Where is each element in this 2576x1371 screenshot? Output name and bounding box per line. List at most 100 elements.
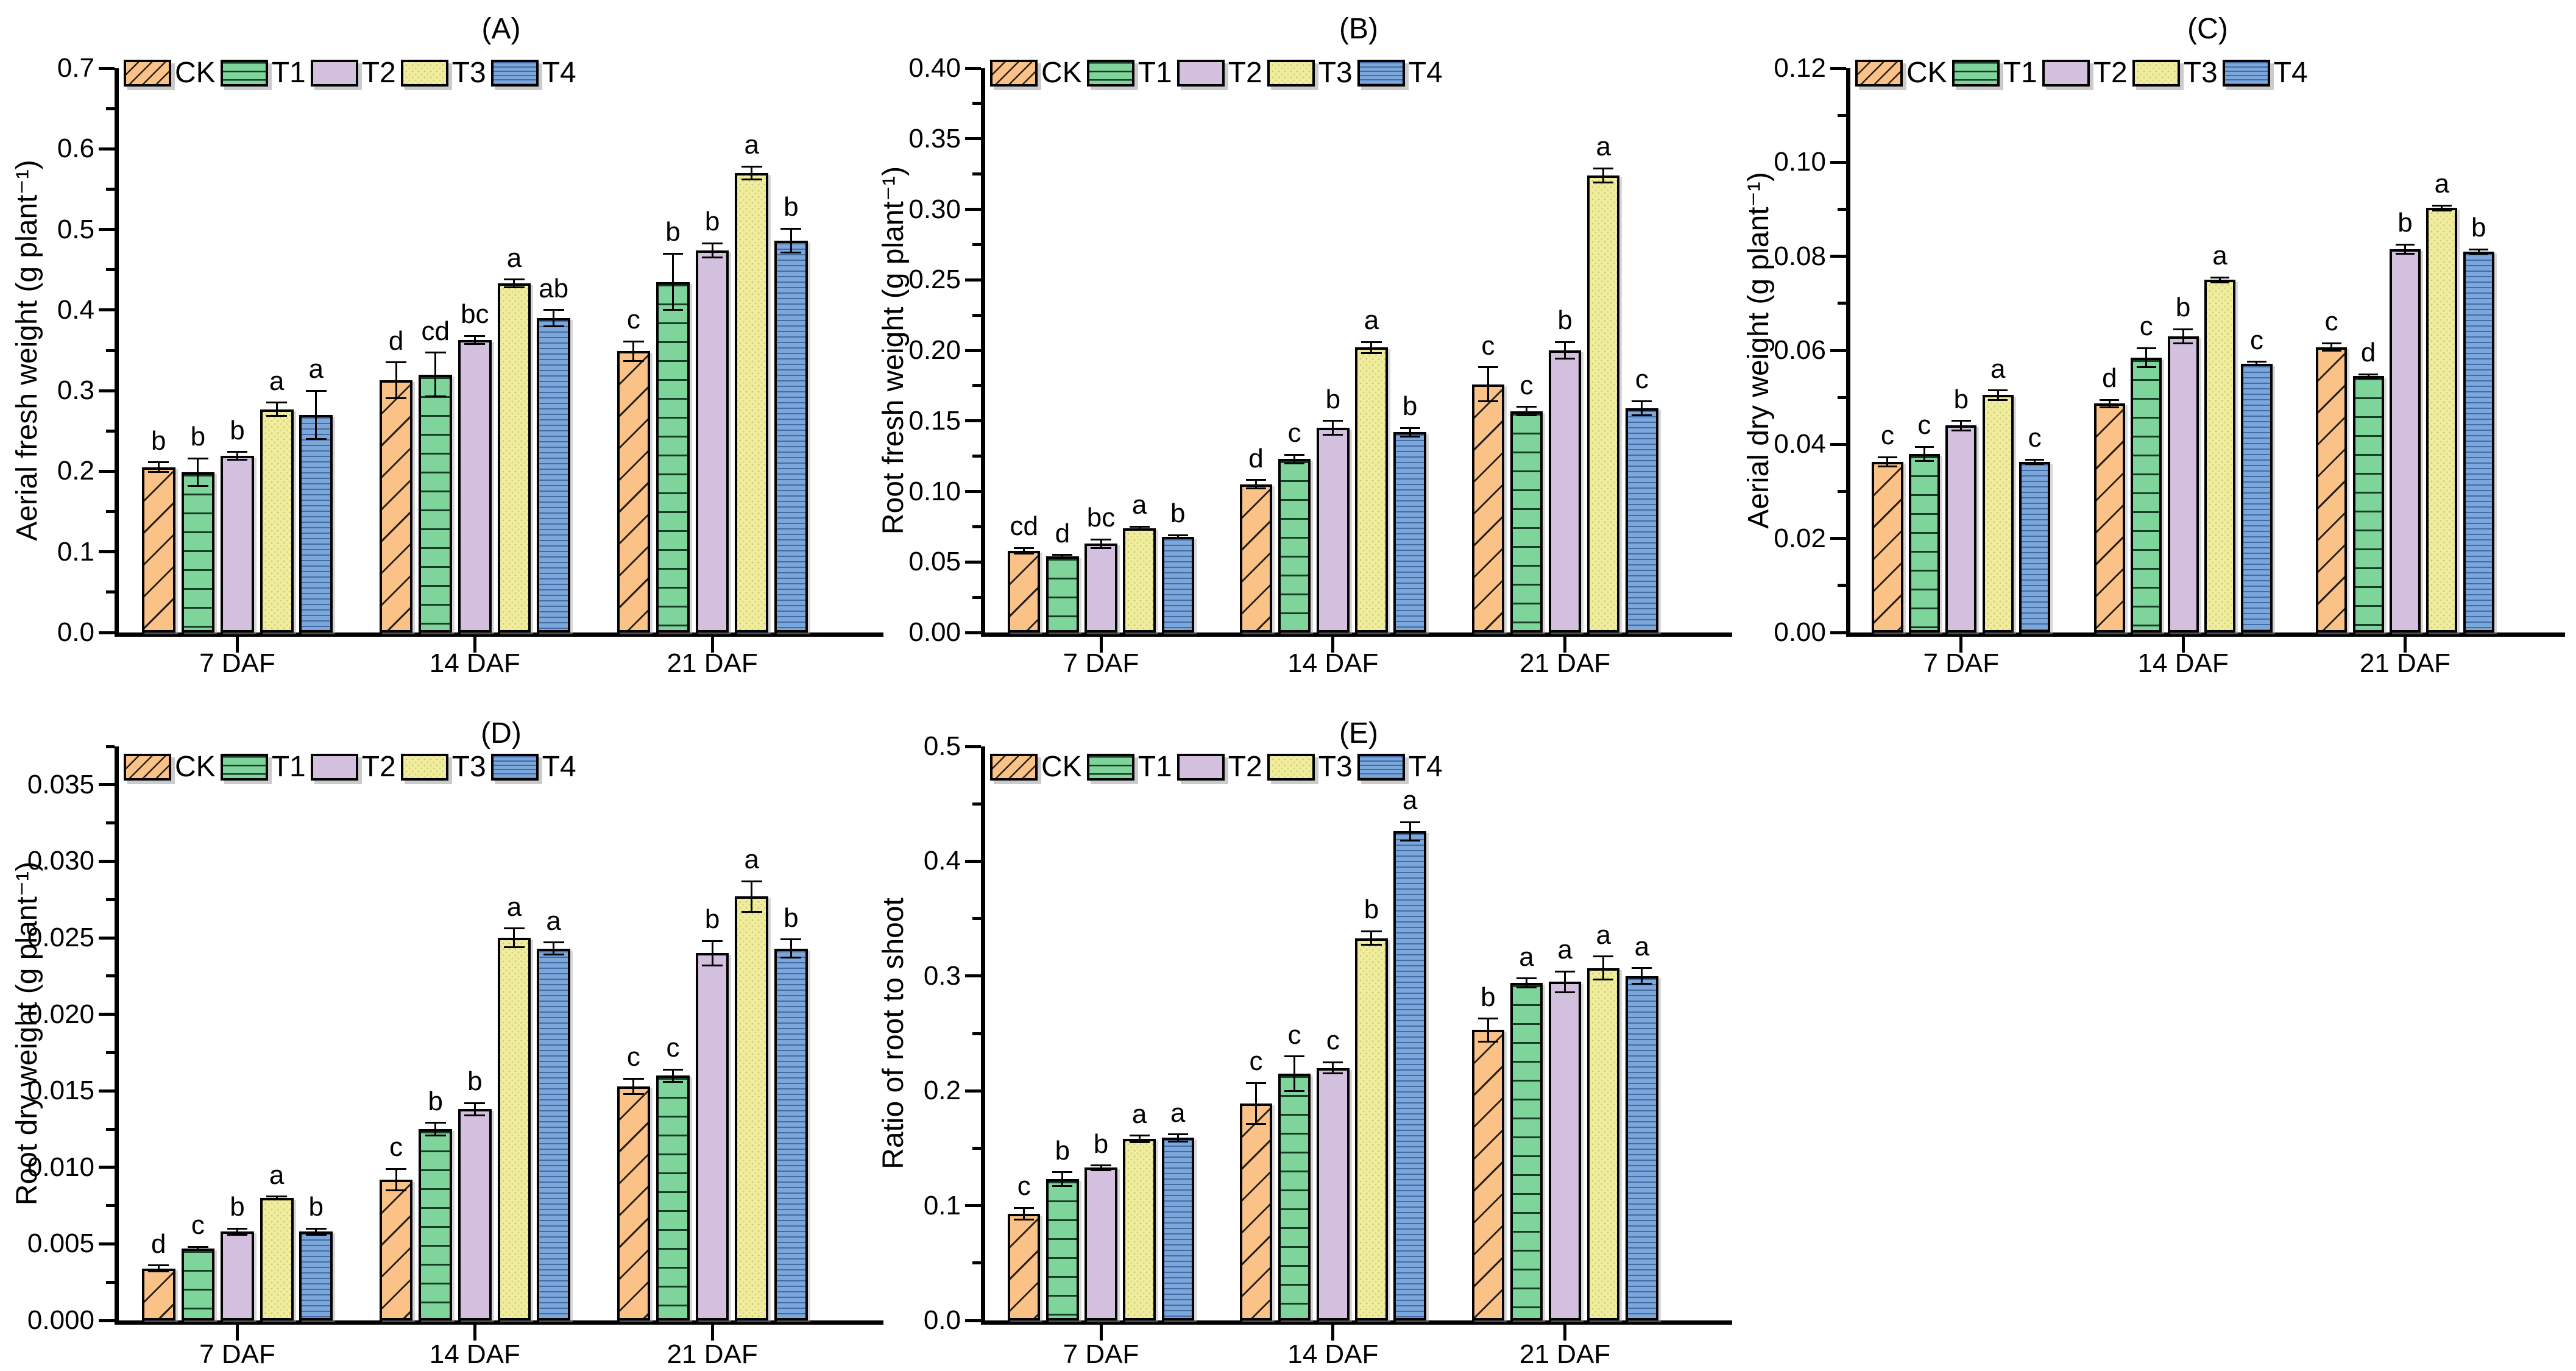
bar-T3-14DAF — [497, 283, 531, 632]
error-bar-line — [2108, 400, 2111, 408]
error-bar-line — [1293, 1056, 1296, 1091]
error-bar-line — [1177, 535, 1179, 538]
error-bar-cap-top — [1091, 538, 1111, 540]
y-minor-tick — [972, 1146, 981, 1150]
x-tick — [473, 637, 476, 653]
legend-item: T1 — [1951, 58, 2037, 88]
error-bar-line — [513, 279, 515, 288]
error-bar-cap-bottom — [2469, 253, 2489, 255]
y-minor-tick — [106, 1127, 115, 1131]
sig-letter: b — [2471, 213, 2486, 243]
error-bar-line — [2182, 329, 2184, 344]
bar-T2-7DAF — [1085, 544, 1117, 632]
bar-T3-14DAF — [2204, 280, 2236, 632]
bar-T3-21DAF — [2426, 208, 2458, 632]
error-bar-cap-bottom — [1323, 1072, 1343, 1075]
bar-T4-7DAF — [1161, 1138, 1195, 1320]
error-bar-line — [395, 362, 397, 399]
sig-letter: a — [1596, 919, 1611, 950]
bar-T2-21DAF — [2389, 249, 2421, 632]
sig-letter: b — [1055, 1135, 1070, 1166]
x-axis-line — [981, 632, 1732, 637]
sig-letter: c — [1481, 330, 1495, 361]
sig-letter: c — [389, 1132, 403, 1163]
legend-label: T3 — [451, 751, 486, 783]
y-major-tick — [99, 469, 115, 473]
sig-letter: a — [1402, 785, 1418, 816]
y-minor-tick — [106, 107, 115, 110]
error-bar-cap-bottom — [543, 954, 564, 956]
error-bar-cap-bottom — [503, 286, 525, 289]
bar-T3-21DAF — [1587, 968, 1620, 1320]
y-major-tick — [965, 490, 981, 493]
error-bar-cap-bottom — [780, 957, 802, 959]
y-minor-tick — [106, 1204, 115, 1208]
x-category-label: 7 DAF — [199, 648, 275, 678]
error-bar-line — [197, 458, 199, 486]
error-bar-line — [513, 928, 515, 948]
y-tick-label: 0.3 — [57, 375, 94, 406]
bar-T2-14DAF — [458, 339, 492, 632]
bar-T4-21DAF — [1626, 976, 1658, 1320]
x-tick — [1099, 637, 1103, 653]
y-axis-line — [981, 68, 985, 637]
legend-item: CK — [124, 753, 216, 782]
legend: CK T1 T2 T3 T4 — [990, 58, 1443, 88]
sig-letter: a — [269, 366, 285, 396]
error-bar-line — [395, 1169, 397, 1191]
y-axis-label: Aerial dry weight (g plant⁻¹) — [1743, 172, 1775, 529]
y-minor-tick — [106, 821, 115, 825]
y-tick-label: 0.08 — [1774, 241, 1826, 271]
error-bar-cap-bottom — [2173, 342, 2193, 344]
error-bar-line — [157, 462, 160, 472]
error-bar-cap-bottom — [386, 397, 407, 399]
legend-item: T3 — [400, 751, 486, 783]
x-tick — [2403, 637, 2407, 653]
y-major-tick — [99, 389, 115, 392]
legend-swatch-T1 — [220, 754, 268, 781]
bar-T1-7DAF — [1046, 556, 1079, 632]
sig-letter: a — [1634, 931, 1650, 962]
legend-label: T1 — [1138, 751, 1172, 783]
legend-item: T1 — [220, 753, 306, 782]
error-bar-cap-top — [1129, 1135, 1150, 1137]
error-bar-line — [1564, 342, 1566, 359]
bar-T2-14DAF — [458, 1109, 492, 1320]
legend-item: T2 — [1177, 58, 1262, 88]
legend-label: T3 — [2183, 57, 2218, 89]
legend-item: CK — [1855, 58, 1947, 88]
error-bar-cap-bottom — [1516, 414, 1537, 416]
error-bar-cap-bottom — [1399, 435, 1420, 438]
sig-letter: d — [1248, 443, 1264, 473]
error-bar-line — [1997, 390, 1999, 400]
bar-T4-14DAF — [537, 318, 570, 632]
legend-item: CK — [990, 753, 1082, 782]
bar-T4-14DAF — [1393, 432, 1426, 632]
sig-letter: b — [1093, 1128, 1109, 1159]
error-bar-cap-top — [2247, 361, 2266, 363]
y-minor-tick — [1838, 208, 1846, 211]
y-major-tick — [965, 349, 981, 352]
error-bar-line — [1255, 480, 1258, 489]
legend-label: T2 — [361, 751, 396, 783]
bar-T2-14DAF — [1317, 428, 1350, 632]
y-minor-tick — [972, 384, 981, 388]
sig-letter: b — [784, 902, 799, 933]
error-bar-cap-top — [1323, 1061, 1343, 1063]
legend-label: CK — [175, 57, 216, 89]
y-minor-tick — [1838, 584, 1846, 587]
legend-swatch-T2 — [1177, 754, 1225, 781]
x-category-label: 7 DAF — [199, 1339, 275, 1369]
error-bar-line — [790, 228, 792, 253]
error-bar-cap-top — [702, 242, 723, 244]
y-major-tick — [965, 278, 981, 282]
error-bar-cap-bottom — [2136, 366, 2156, 368]
x-category-label: 7 DAF — [1063, 648, 1139, 678]
error-bar-cap-top — [1632, 400, 1652, 402]
bar-CK-21DAF — [617, 1086, 651, 1320]
sig-letter: c — [1635, 364, 1649, 395]
error-bar-cap-bottom — [425, 1134, 446, 1136]
legend-swatch-T4 — [1357, 754, 1405, 781]
y-tick-label: 0.4 — [57, 294, 94, 325]
